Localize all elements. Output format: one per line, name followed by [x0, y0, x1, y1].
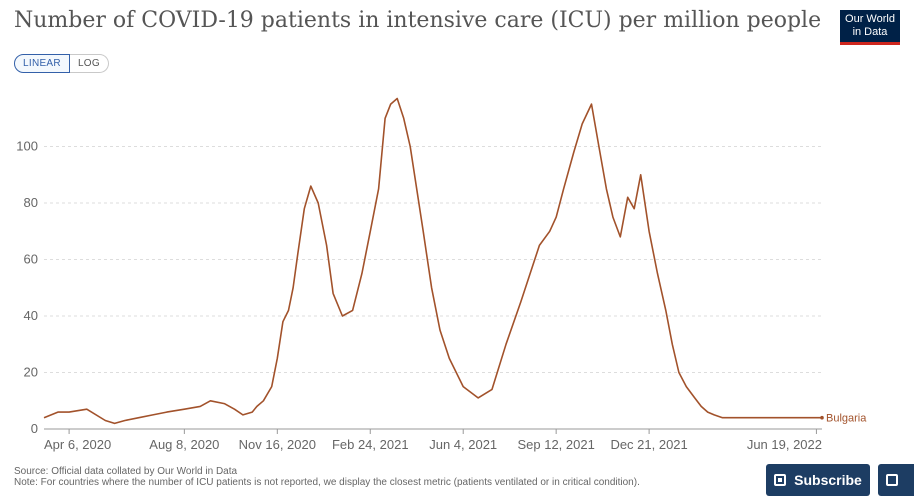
linear-scale-button[interactable]: LINEAR [14, 54, 70, 73]
owid-logo[interactable]: Our World in Data [840, 10, 900, 45]
feedback-icon [886, 474, 898, 486]
x-tick-label: Dec 21, 2021 [610, 437, 687, 452]
x-tick-label: Apr 6, 2020 [44, 437, 111, 452]
y-tick-label: 100 [16, 139, 38, 154]
y-tick-label: 0 [31, 421, 38, 436]
y-tick-label: 40 [24, 308, 38, 323]
y-tick-label: 20 [24, 365, 38, 380]
feedback-button[interactable] [878, 464, 914, 496]
scale-toggle: LINEAR LOG [14, 54, 109, 73]
series-line-bulgaria [43, 97, 822, 425]
subscribe-button[interactable]: Subscribe [766, 464, 870, 496]
series-label-bulgaria: Bulgaria [826, 413, 867, 425]
x-tick-label: Jun 19, 2022 [747, 437, 822, 452]
series-end-point [820, 415, 824, 420]
log-scale-button[interactable]: LOG [69, 54, 109, 73]
x-tick-label: Feb 24, 2021 [332, 437, 409, 452]
subscribe-label: Subscribe [794, 472, 862, 488]
y-tick-label: 60 [24, 252, 38, 267]
subscribe-icon [774, 474, 787, 486]
source-text: Source: Official data collated by Our Wo… [14, 466, 238, 477]
note-text: Note: For countries where the number of … [14, 477, 640, 488]
x-tick-label: Sep 12, 2021 [517, 437, 594, 452]
x-tick-label: Jun 4, 2021 [429, 437, 497, 452]
x-tick-label: Nov 16, 2020 [239, 437, 316, 452]
chart-title: Number of COVID-19 patients in intensive… [14, 8, 822, 33]
source-notes: Source: Official data collated by Our Wo… [14, 466, 640, 488]
logo-line-1: Our World [845, 13, 895, 25]
y-tick-label: 80 [24, 195, 38, 210]
logo-line-2: in Data [852, 26, 888, 38]
line-chart: 0 20 40 60 80 100 Apr 6, 2020 Aug 8, 2020 Nov 16… [16, 97, 867, 452]
x-tick-label: Aug 8, 2020 [149, 437, 219, 452]
